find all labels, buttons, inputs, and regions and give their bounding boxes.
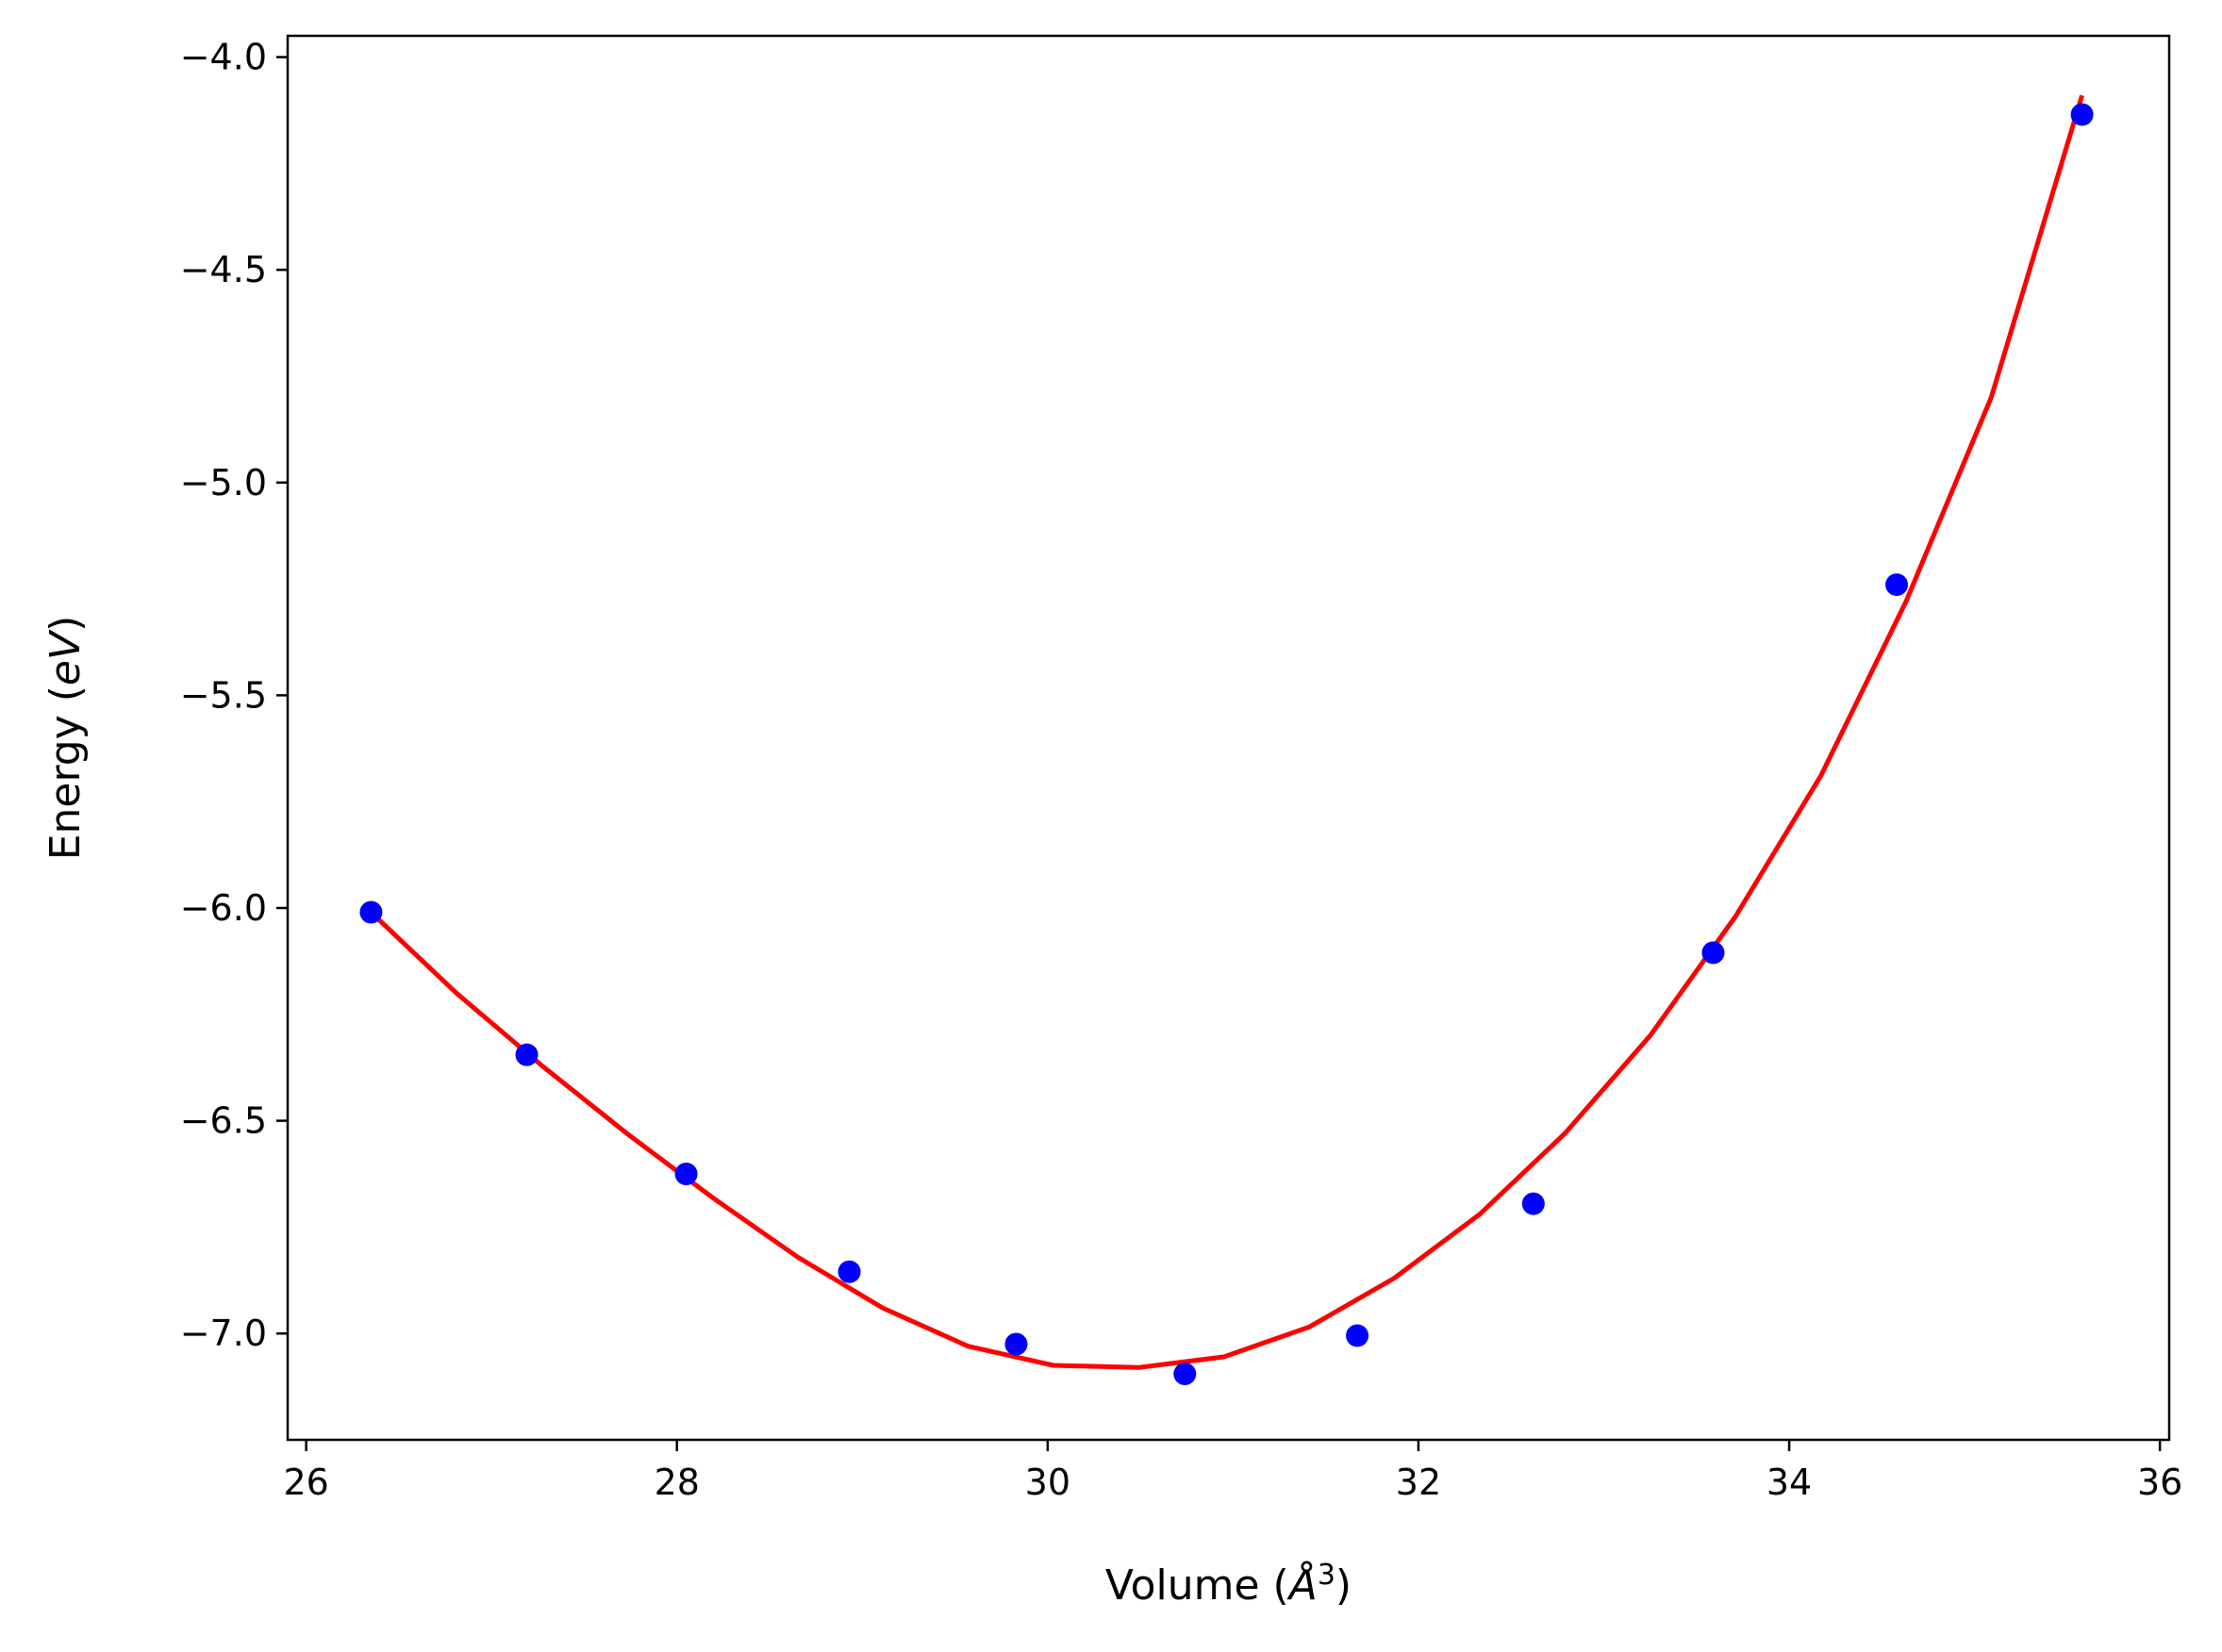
y-tick-label: −5.0 <box>180 462 267 504</box>
y-tick-label: −6.0 <box>180 887 267 929</box>
y-tick-label: −7.0 <box>180 1313 267 1354</box>
fit-curve-layer <box>369 94 2084 1370</box>
data-point <box>1346 1324 1369 1347</box>
data-point <box>674 1162 698 1185</box>
y-axis-ticks: −4.0 −4.5 −5.0 −5.5 −6.0 −6.5 −7.0 <box>180 37 288 1354</box>
x-axis-label-exponent: 3 <box>1318 1559 1335 1592</box>
x-tick-label: 26 <box>283 1462 328 1503</box>
data-point <box>1004 1332 1028 1356</box>
y-axis-label-unit: eV <box>41 629 90 686</box>
data-point <box>1521 1192 1545 1215</box>
data-point <box>359 900 383 924</box>
data-points-layer <box>359 103 2094 1386</box>
x-tick-label: 30 <box>1025 1462 1070 1503</box>
data-point <box>1885 573 1909 597</box>
x-tick-label: 36 <box>2137 1462 2182 1503</box>
x-axis-label: Volume (Å3) <box>1105 1559 1351 1610</box>
y-tick-label: −6.5 <box>180 1100 267 1142</box>
x-axis-label-after: ) <box>1335 1561 1351 1610</box>
data-point <box>2070 103 2094 126</box>
x-axis-label-unit: Å <box>1286 1560 1318 1610</box>
x-axis-label-before: Volume ( <box>1105 1561 1289 1610</box>
y-tick-label: −5.5 <box>180 674 267 716</box>
y-axis-label: Energy (eV) <box>41 616 90 861</box>
y-tick-label: −4.0 <box>180 37 267 78</box>
x-axis-ticks: 26 28 30 32 34 36 <box>283 1440 2182 1503</box>
x-tick-label: 28 <box>655 1462 700 1503</box>
data-point <box>837 1260 861 1283</box>
data-point <box>1701 941 1725 965</box>
x-tick-label: 32 <box>1396 1462 1441 1503</box>
fit-curve-line <box>369 94 2084 1370</box>
plot-frame <box>286 34 2171 1442</box>
data-point <box>515 1043 539 1066</box>
y-axis-label-after: ) <box>41 616 90 632</box>
data-point <box>1173 1363 1197 1386</box>
y-tick-label: −4.5 <box>180 249 267 290</box>
y-axis-label-before: Energy ( <box>41 686 90 860</box>
x-tick-label: 34 <box>1766 1462 1812 1503</box>
